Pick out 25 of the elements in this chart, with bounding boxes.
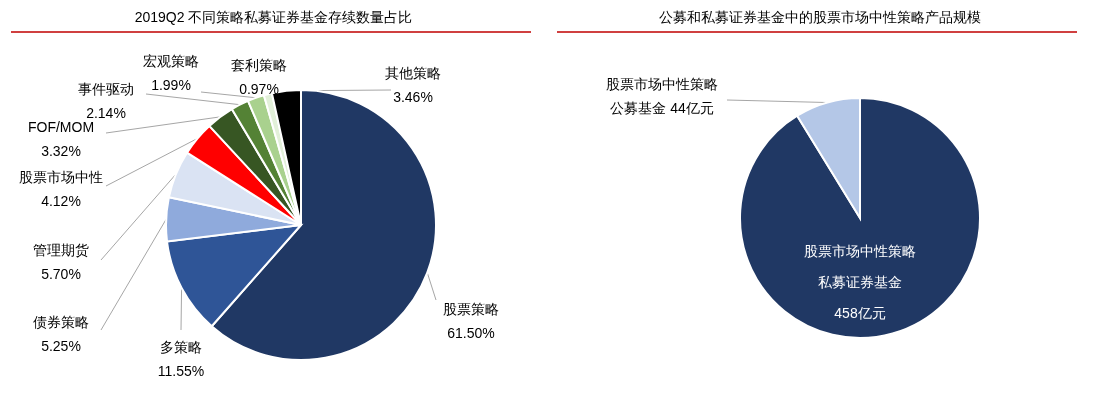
data-label: 458亿元 — [834, 305, 886, 321]
data-label: 3.46% — [393, 89, 433, 105]
slice-label: 多策略 — [160, 339, 202, 355]
data-label: 1.99% — [151, 77, 191, 93]
slice-label: 股票策略 — [443, 301, 499, 317]
slice-label: 其他策略 — [385, 65, 441, 81]
slice-label: 股票市场中性策略公募基金 44亿元 — [606, 76, 718, 116]
data-label: 3.32% — [41, 143, 81, 159]
slice-label: 宏观策略 — [143, 53, 199, 69]
slice-label: 套利策略 — [231, 57, 287, 73]
chart-title: 2019Q2 不同策略私募证券基金存续数量占比 — [134, 9, 413, 25]
data-label: 5.70% — [41, 266, 81, 282]
data-label: 5.25% — [41, 338, 81, 354]
slice-label: 管理期货 — [33, 242, 89, 258]
slice-label: 股票市场中性 — [19, 169, 103, 185]
data-label: 61.50% — [447, 325, 495, 341]
data-label: 2.14% — [86, 105, 126, 121]
data-label: 0.97% — [239, 81, 279, 97]
slice-label: FOF/MOM — [27, 119, 95, 135]
data-label: 11.55% — [157, 363, 205, 379]
slice-label: 债券策略 — [33, 314, 89, 330]
data-label: 4.12% — [41, 193, 81, 209]
chart-title: 公募和私募证券基金中的股票市场中性策略产品规模 — [658, 9, 981, 25]
slice-label: 股票市场中性策略私募证券基金 — [804, 243, 916, 290]
slice-label: 事件驱动 — [78, 81, 134, 97]
